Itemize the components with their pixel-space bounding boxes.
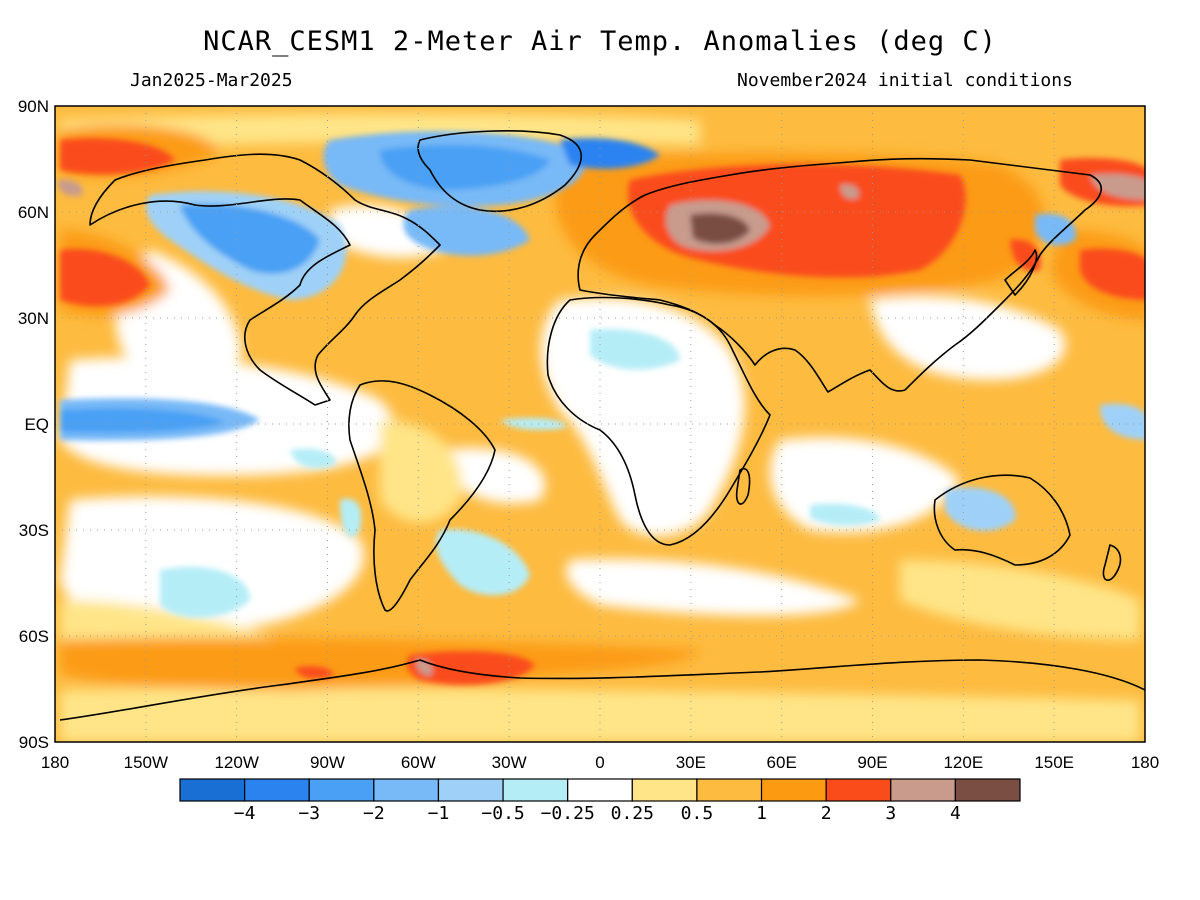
- lon-tick-label: 120W: [214, 753, 258, 772]
- legend-swatch: [437, 778, 504, 802]
- lon-tick-label: 30W: [492, 753, 527, 772]
- cold-anomaly-region: [290, 448, 336, 469]
- latitude-axis: 90N 60N 30N EQ 30S 60S 90S: [18, 97, 49, 752]
- strong-warm-region: [295, 666, 334, 679]
- coastline-japan: [1004, 249, 1038, 296]
- legend-swatch: [954, 778, 1021, 802]
- lon-tick-label: 120E: [943, 753, 983, 772]
- legend-swatch: [502, 778, 569, 802]
- coastlines: [59, 130, 1145, 721]
- cold-anomaly-region: [1035, 213, 1076, 246]
- coastline-madagascar: [735, 468, 751, 505]
- legend-swatch: [760, 778, 827, 802]
- neutral-region: [60, 496, 364, 633]
- lon-tick-label: 150W: [124, 753, 168, 772]
- legend-swatch: [244, 778, 310, 802]
- weak-warm-region: [380, 420, 462, 523]
- lon-tick-label: 90W: [310, 753, 345, 772]
- cold-anomaly-region: [60, 408, 225, 433]
- cold-anomaly-region: [560, 138, 660, 169]
- lon-tick-label: 60W: [401, 753, 436, 772]
- forecast-period: Jan2025-Mar2025: [130, 70, 293, 91]
- lon-tick-label: 150E: [1034, 753, 1074, 772]
- strong-warm-region: [60, 249, 150, 307]
- weak-warm-region: [900, 560, 1140, 640]
- legend-swatch: [890, 778, 956, 802]
- legend-tick-label: −0.25: [541, 803, 595, 824]
- lon-tick-label: 90E: [857, 753, 887, 772]
- cold-anomaly-region: [945, 487, 1016, 531]
- coastline-south-america: [348, 380, 496, 612]
- strong-warm-region: [1010, 239, 1041, 272]
- neutral-region: [566, 559, 860, 616]
- legend-swatch: [567, 778, 633, 802]
- cold-anomaly-region: [160, 566, 250, 618]
- coastline-north-america: [89, 153, 441, 406]
- neutral-region: [541, 297, 745, 537]
- legend-tick-label: −2: [363, 803, 385, 824]
- legend-tick-label: −4: [234, 803, 256, 824]
- legend-swatch: [308, 778, 375, 802]
- legend-tick-label: −1: [428, 803, 450, 824]
- lon-tick-label: 30E: [676, 753, 706, 772]
- lat-tick-label: 90S: [19, 733, 49, 752]
- coastline-australia: [933, 474, 1071, 566]
- legend-tick-label: 1: [756, 803, 767, 824]
- legend-tick-label: 0.25: [611, 803, 654, 824]
- coastline-new-zealand: [1102, 544, 1122, 581]
- legend-swatch: [696, 778, 763, 802]
- neutral-region: [870, 296, 1066, 380]
- cold-anomaly-region: [403, 206, 530, 256]
- cold-anomaly-region: [340, 498, 362, 537]
- strong-warm-region: [60, 138, 175, 175]
- lat-tick-label: 30S: [19, 521, 49, 540]
- lat-tick-label: 90N: [18, 97, 49, 116]
- legend-swatch: [631, 778, 698, 802]
- neutral-region: [440, 448, 546, 504]
- lat-tick-label: 30N: [18, 309, 49, 328]
- longitude-axis: 180 150W 120W 90W 60W 30W 0 30E 60E 90E 120E 150E 18…: [41, 753, 1159, 772]
- cold-anomaly-region: [810, 503, 880, 526]
- extreme-warm-region: [57, 179, 83, 197]
- cold-anomaly-region: [590, 329, 680, 370]
- lon-tick-label: 180: [41, 753, 69, 772]
- lon-tick-label: 180: [1131, 753, 1159, 772]
- coastline-eurasia: [577, 157, 1102, 393]
- legend-tick-label: 3: [885, 803, 896, 824]
- legend-swatch: [373, 778, 440, 802]
- cold-anomaly-region: [500, 417, 566, 430]
- initial-conditions: November2024 initial conditions: [737, 70, 1073, 91]
- lat-tick-label: EQ: [24, 415, 49, 434]
- lat-tick-label: 60N: [18, 203, 49, 222]
- legend-tick-label: 2: [821, 803, 832, 824]
- extreme-warm-region: [1090, 173, 1145, 200]
- coastline-antarctica: [59, 659, 1145, 721]
- moderate-warm-region: [60, 638, 700, 690]
- map-title: NCAR_CESM1 2-Meter Air Temp. Anomalies (…: [203, 26, 997, 57]
- legend-swatch: [825, 778, 892, 802]
- lon-tick-label: 0: [595, 753, 604, 772]
- legend-swatch: [179, 778, 246, 802]
- lon-tick-label: 60E: [767, 753, 797, 772]
- gridlines: [55, 106, 1145, 742]
- cold-anomaly-region: [180, 204, 320, 274]
- cold-anomaly-region: [380, 144, 550, 190]
- cold-anomaly-region: [436, 529, 530, 596]
- strong-warm-region: [1080, 248, 1145, 300]
- legend-tick-label: 0.5: [681, 803, 714, 824]
- extreme-warm-region: [690, 213, 750, 244]
- plot-frame: [54, 105, 1146, 743]
- lat-tick-label: 60S: [19, 627, 49, 646]
- extreme-warm-region: [840, 184, 860, 200]
- cold-anomaly-region: [1100, 403, 1145, 440]
- legend-tick-label: −0.5: [481, 803, 524, 824]
- coastline-greenland: [417, 130, 582, 213]
- weak-warm-region: [60, 600, 280, 646]
- legend-tick-label: −3: [298, 803, 320, 824]
- legend-tick-label: 4: [950, 803, 961, 824]
